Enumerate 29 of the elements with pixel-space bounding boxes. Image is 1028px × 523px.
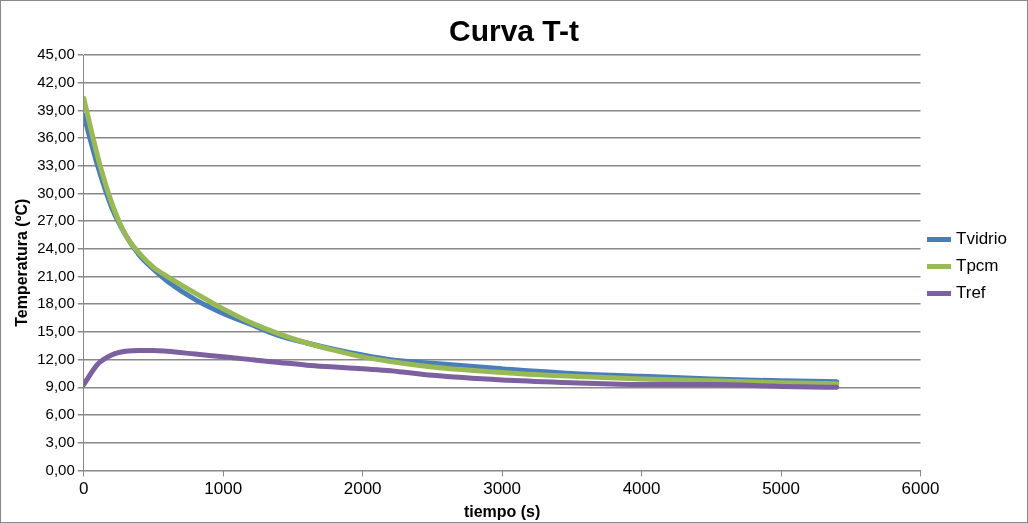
y-tick-label: 30,00 bbox=[37, 183, 75, 201]
y-tick-label: 45,00 bbox=[37, 45, 75, 63]
y-tick-label: 21,00 bbox=[37, 266, 75, 284]
y-tick-label: 12,00 bbox=[37, 349, 75, 367]
y-tick-label: 0,00 bbox=[45, 460, 75, 478]
x-tick-label: 2000 bbox=[343, 479, 382, 499]
y-tick-label: 24,00 bbox=[37, 238, 75, 256]
legend-label: Tpcm bbox=[955, 256, 999, 276]
y-tick-label: 33,00 bbox=[37, 155, 75, 173]
chart-title: Curva T-t bbox=[448, 14, 580, 48]
x-tick-label: 4000 bbox=[622, 479, 661, 499]
x-tick-label: 6000 bbox=[901, 479, 940, 499]
x-tick-label: 1000 bbox=[204, 479, 243, 499]
legend-label: Tvidrio bbox=[955, 229, 1008, 249]
y-tick-label: 42,00 bbox=[37, 72, 75, 90]
x-tick-label: 5000 bbox=[762, 479, 800, 499]
y-axis-title: Temperatura (ºC) bbox=[13, 198, 31, 327]
y-tick-label: 39,00 bbox=[37, 100, 75, 118]
y-tick-label: 3,00 bbox=[45, 432, 75, 450]
legend-label: Tref bbox=[955, 283, 986, 303]
y-tick-label: 18,00 bbox=[37, 294, 75, 312]
x-tick-label: 0 bbox=[79, 479, 89, 499]
y-tick-label: 6,00 bbox=[45, 405, 75, 423]
x-tick-label: 3000 bbox=[483, 479, 522, 499]
y-tick-label: 27,00 bbox=[37, 211, 75, 229]
x-axis-title: tiempo (s) bbox=[463, 502, 541, 520]
y-tick-label: 36,00 bbox=[37, 128, 75, 146]
y-tick-label: 9,00 bbox=[45, 377, 75, 395]
y-tick-label: 15,00 bbox=[37, 322, 75, 340]
